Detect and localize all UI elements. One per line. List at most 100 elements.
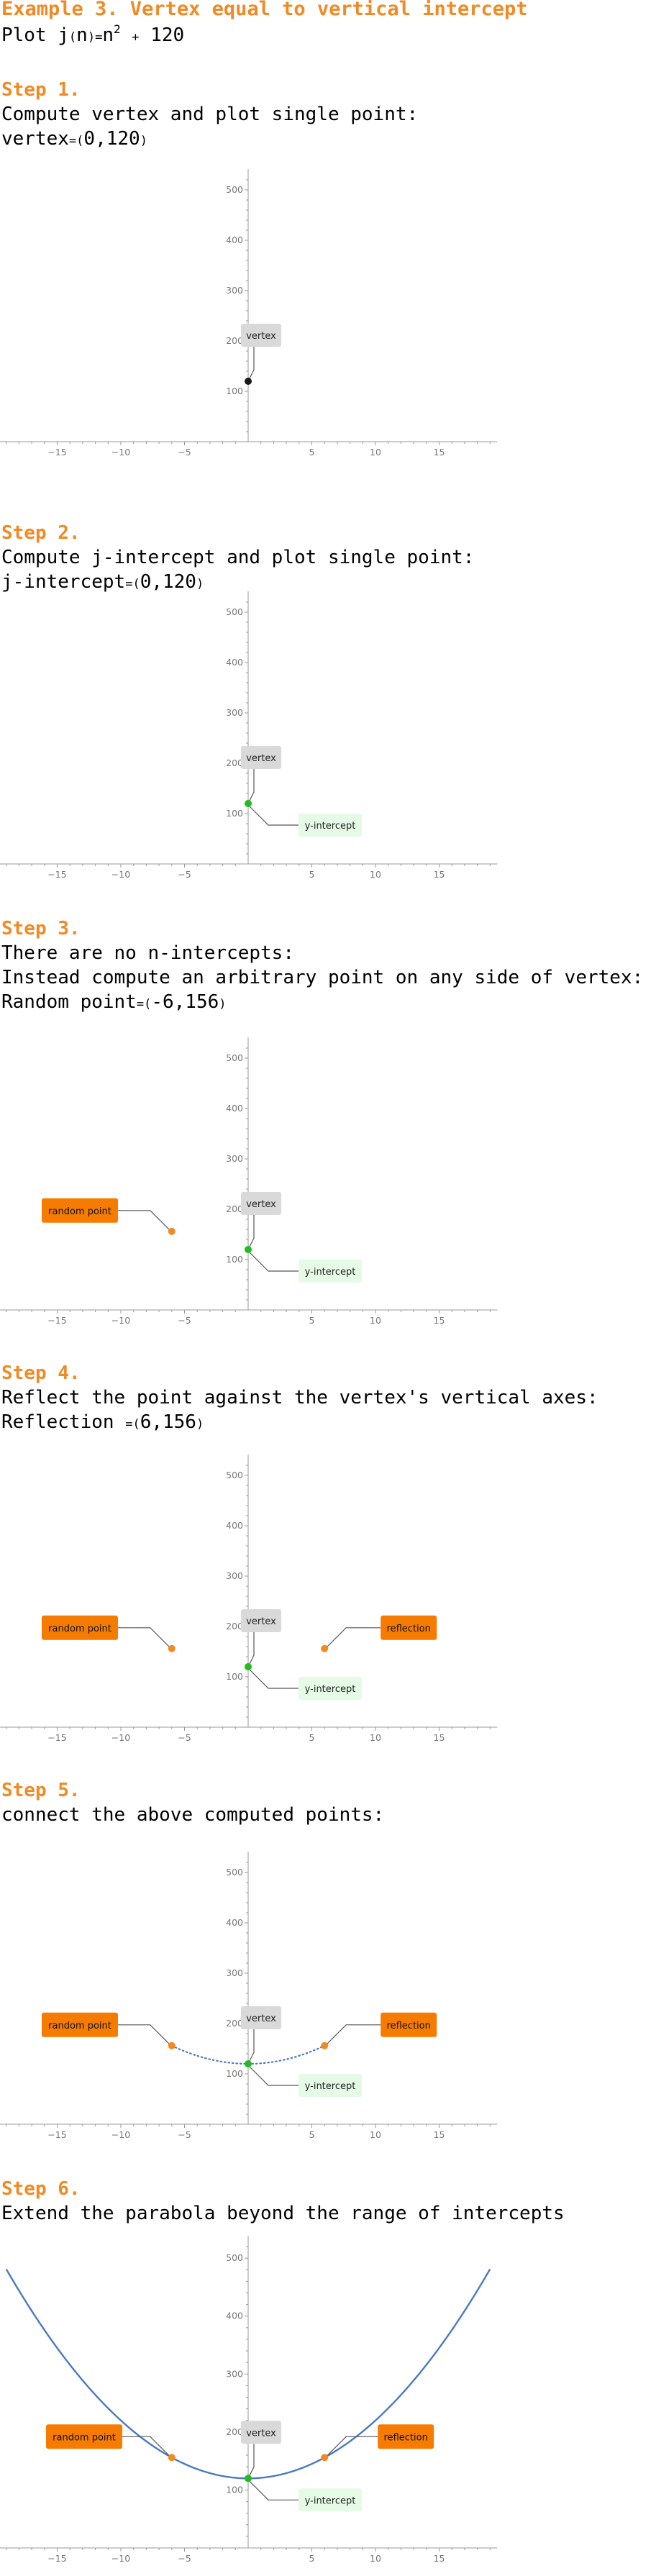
x-tick-label: −5 xyxy=(178,869,191,880)
step-6-heading: Step 6. xyxy=(1,2178,81,2200)
y-intercept-point xyxy=(245,2060,252,2067)
x-tick-label: −10 xyxy=(111,447,130,458)
result-name: Reflection xyxy=(1,1411,126,1433)
reflection-point xyxy=(321,2454,329,2462)
vertex-leader-line xyxy=(247,2029,255,2065)
y-intercept-leader-line xyxy=(249,2480,299,2500)
x-tick-label: 5 xyxy=(309,1315,315,1326)
step-5-text: connect the above computed points: xyxy=(1,1804,385,1826)
result-eq: = xyxy=(125,577,133,591)
step-1-result: vertex=(0,120) xyxy=(1,128,147,152)
y-intercept-label: y-intercept xyxy=(305,821,356,832)
y-tick-label: 300 xyxy=(226,2368,243,2379)
vertex-label: vertex xyxy=(246,2013,276,2024)
x-tick-label: 10 xyxy=(370,1732,381,1743)
result-eq: = xyxy=(68,134,77,148)
step-3-text-1: There are no n-intercepts: xyxy=(1,942,294,964)
x-tick-label: 15 xyxy=(434,447,445,458)
result-value: -6,156 xyxy=(151,991,219,1013)
y-tick-label: 300 xyxy=(226,1570,243,1581)
x-tick-label: 10 xyxy=(370,1315,381,1326)
term-base: n xyxy=(102,24,114,46)
result-open: ( xyxy=(132,1417,140,1432)
x-tick-label: 10 xyxy=(370,869,381,880)
y-tick-label: 100 xyxy=(226,386,243,396)
y-intercept-point xyxy=(245,1246,252,1253)
result-value: 0,120 xyxy=(83,128,140,150)
page-title: Example 3. Vertex equal to vertical inte… xyxy=(1,0,528,20)
y-tick-label: 500 xyxy=(226,1867,243,1878)
result-open: ( xyxy=(132,577,140,591)
x-tick-label: −15 xyxy=(47,1315,66,1326)
y-tick-label: 200 xyxy=(226,757,243,768)
y-intercept-label-box xyxy=(299,814,362,837)
y-intercept-leader-line xyxy=(249,806,299,826)
step-2-heading: Step 2. xyxy=(1,522,81,544)
x-tick-label: −15 xyxy=(47,447,66,458)
y-tick-label: 200 xyxy=(226,1621,243,1631)
reflection-leader-line xyxy=(326,2024,381,2045)
x-tick-label: 15 xyxy=(434,1315,445,1326)
vertex-label-box xyxy=(241,2006,281,2029)
y-intercept-label-box xyxy=(299,2488,362,2512)
y-tick-label: 100 xyxy=(226,1254,243,1265)
step-2-text: Compute j-intercept and plot single poin… xyxy=(1,547,475,568)
random-point xyxy=(168,1227,176,1235)
vertex-label-box xyxy=(241,2421,281,2444)
x-tick-label: 5 xyxy=(309,2129,315,2140)
x-tick-label: 15 xyxy=(434,1732,445,1743)
random-point-label: random point xyxy=(48,2021,111,2031)
y-tick-label: 200 xyxy=(226,2426,243,2437)
result-close: ) xyxy=(219,997,227,1011)
random-point xyxy=(168,2454,176,2462)
y-intercept-point xyxy=(245,1663,252,1670)
y-tick-label: 200 xyxy=(226,1203,243,1214)
y-tick-label: 300 xyxy=(226,1153,243,1164)
y-intercept-label-box xyxy=(299,2074,362,2097)
y-tick-label: 400 xyxy=(226,235,243,245)
step-2-result: j-intercept=(0,120) xyxy=(1,571,204,595)
vertex-label: vertex xyxy=(246,753,276,764)
random-point xyxy=(168,2042,176,2049)
result-open: ( xyxy=(76,134,84,148)
random-point-leader-line xyxy=(118,2024,170,2045)
x-tick-label: 10 xyxy=(370,2553,381,2564)
reflection-label: reflection xyxy=(387,1624,431,1634)
result-open: ( xyxy=(144,997,152,1011)
vertex-label-box xyxy=(241,1609,281,1632)
plus-sign: + xyxy=(132,30,140,45)
vertex-label-box xyxy=(241,324,281,347)
y-tick-label: 100 xyxy=(226,2068,243,2079)
y-tick-label: 500 xyxy=(226,1470,243,1480)
result-eq: = xyxy=(136,997,145,1011)
x-tick-label: −5 xyxy=(178,1732,191,1743)
random-point-leader-line xyxy=(118,1210,170,1231)
y-tick-label: 400 xyxy=(226,1520,243,1531)
paren-open: ( xyxy=(68,30,77,45)
x-tick-label: 10 xyxy=(370,447,381,458)
y-tick-label: 200 xyxy=(226,2018,243,2029)
y-tick-label: 400 xyxy=(226,657,243,668)
equals-sign: = xyxy=(95,30,103,45)
step-1-text: Compute vertex and plot single point: xyxy=(1,104,419,125)
y-tick-label: 100 xyxy=(226,2484,243,2495)
paren-close: ) xyxy=(87,30,96,45)
vertex-leader-line xyxy=(247,769,255,804)
y-tick-label: 400 xyxy=(226,2311,243,2321)
x-tick-label: −5 xyxy=(178,2553,191,2564)
y-intercept-label: y-intercept xyxy=(305,2081,356,2092)
vertex-label: vertex xyxy=(246,1199,276,1210)
result-value: 0,120 xyxy=(140,571,196,593)
random-point-label: random point xyxy=(48,1206,111,1217)
x-tick-label: 15 xyxy=(434,2129,445,2140)
reflection-label: reflection xyxy=(384,2432,428,2443)
step-3-text-2: Instead compute an arbitrary point on an… xyxy=(1,967,644,988)
reflection-leader-line xyxy=(326,2436,378,2457)
x-tick-label: −15 xyxy=(47,869,66,880)
x-tick-label: 5 xyxy=(309,2553,315,2564)
step-3-heading: Step 3. xyxy=(1,918,81,939)
y-intercept-leader-line xyxy=(249,1252,299,1272)
x-tick-label: 5 xyxy=(309,1732,315,1743)
step-3-plot: −15 −10 −5 5 10 15 100 200 300 400 500 vertex y-inte… xyxy=(0,1037,498,1326)
reflection-point xyxy=(321,2042,329,2049)
